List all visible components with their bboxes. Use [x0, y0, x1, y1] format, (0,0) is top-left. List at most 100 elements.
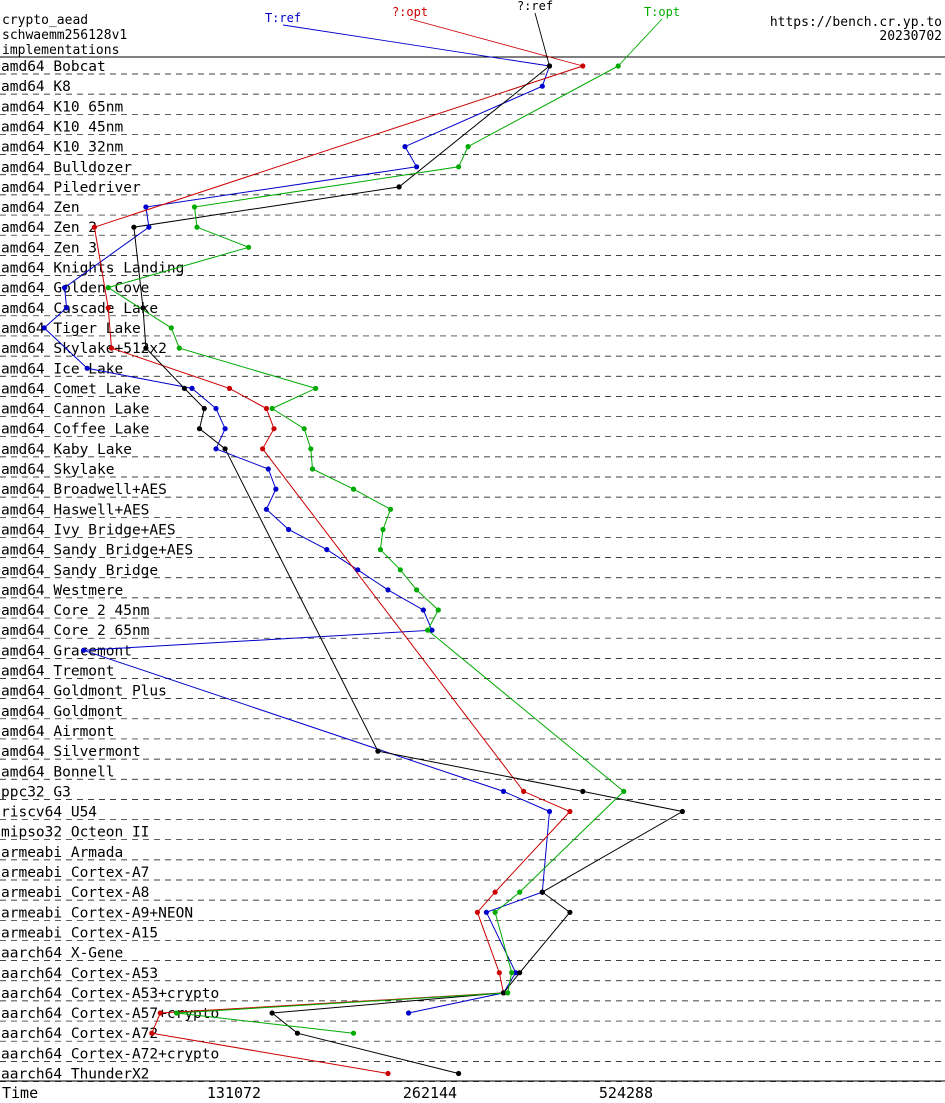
data-point [567, 909, 573, 915]
data-point [196, 426, 203, 432]
data-point [387, 506, 394, 512]
data-point [108, 345, 115, 351]
row-label: amd64 Core 2 65nm [1, 623, 150, 639]
data-point [425, 627, 431, 633]
row-label: armeabi Armada [1, 845, 123, 861]
row-label: mipso32 Octeon II [1, 825, 149, 841]
data-point [521, 788, 527, 795]
data-point [62, 285, 68, 291]
row-label: aarch64 Cortex-A53 [1, 966, 158, 982]
data-point [143, 204, 149, 210]
data-point [420, 607, 426, 613]
legend-entry: ?:ref [517, 0, 553, 13]
legend-entry: ?:opt [392, 5, 428, 19]
data-point [263, 405, 269, 412]
data-point [539, 83, 545, 89]
data-point [539, 889, 545, 895]
data-point [429, 627, 435, 633]
legend-leader [409, 18, 583, 67]
x-tick-label: 131072 [207, 1084, 261, 1102]
row-label: armeabi Cortex-A8 [1, 885, 149, 901]
data-point [181, 385, 187, 391]
data-point [41, 325, 47, 331]
x-axis: Time 131072 262144 524288 [2, 1084, 653, 1102]
data-point [269, 405, 275, 412]
row-label: amd64 Ice Lake [1, 361, 123, 377]
data-point [355, 567, 361, 573]
data-point [246, 244, 252, 250]
row-label: amd64 Ivy Bridge+AES [1, 522, 176, 538]
row-label: amd64 Goldmont [1, 704, 123, 720]
data-point [456, 1070, 462, 1077]
row-label: amd64 Piledriver [1, 180, 141, 196]
row-label: amd64 Cannon Lake [1, 402, 149, 418]
data-point [81, 647, 87, 653]
data-point [84, 365, 90, 371]
data-point [149, 1030, 155, 1036]
data-point [435, 607, 441, 613]
row-label: amd64 Bobcat [1, 59, 106, 75]
row-label: armeabi Cortex-A15 [1, 925, 158, 941]
data-point [615, 63, 621, 69]
row-label: amd64 Silvermont [1, 744, 141, 760]
data-point [500, 788, 507, 795]
header-site: https://bench.cr.yp.to [770, 15, 942, 30]
data-point [517, 970, 523, 976]
row-label: amd64 Comet Lake [1, 381, 141, 397]
row-label: amd64 Gracemont [1, 643, 132, 659]
data-point [350, 486, 357, 492]
row-label: amd64 K10 65nm [1, 99, 123, 115]
data-point [546, 63, 553, 69]
row-label: amd64 Sandy Bridge+AES [1, 543, 193, 559]
data-point [189, 385, 195, 391]
data-point [679, 808, 686, 815]
row-label: amd64 Airmont [1, 724, 115, 740]
legend-leader [282, 24, 550, 67]
data-point [174, 1010, 180, 1016]
row-label: amd64 Zen [1, 200, 80, 216]
data-point [402, 144, 408, 150]
row-label: aarch64 Cortex-A53+crypto [1, 986, 219, 1002]
x-axis-label: Time [2, 1084, 38, 1102]
row-label: amd64 Skylake [1, 462, 115, 478]
data-point [105, 285, 111, 291]
data-point [377, 547, 383, 553]
data-point [396, 184, 402, 190]
row-label: aarch64 Cortex-A57+crypto [1, 1006, 219, 1022]
data-point [140, 305, 146, 311]
data-point [263, 506, 269, 512]
data-point [213, 446, 219, 452]
data-point [309, 466, 316, 472]
legend-leader [617, 18, 663, 67]
header-implementations: implementations [2, 43, 119, 58]
data-point [456, 164, 462, 170]
legend-leader [534, 12, 550, 67]
data-point [580, 63, 586, 69]
data-point [226, 385, 233, 391]
data-point [509, 970, 515, 976]
data-point [64, 305, 70, 311]
row-label: amd64 Tremont [1, 664, 115, 680]
row-label: amd64 K10 32nm [1, 140, 123, 156]
data-point [201, 405, 207, 412]
row-labels: amd64 Bobcat amd64 K8 amd64 K10 65nm amd64 … [1, 59, 219, 1083]
row-label: amd64 Bulldozer [1, 160, 132, 176]
data-point [176, 345, 182, 351]
row-label: armeabi Cortex-A7 [1, 865, 149, 881]
data-point [385, 587, 391, 593]
header-primitive: schwaemm256128v1 [2, 28, 127, 43]
data-point [496, 970, 502, 976]
row-label: amd64 Goldmont Plus [1, 684, 167, 700]
data-point [380, 526, 386, 533]
data-point [313, 385, 319, 391]
row-label: armeabi Cortex-A9+NEON [1, 905, 193, 921]
data-point [580, 788, 586, 795]
data-point [271, 426, 277, 432]
row-label: amd64 Zen 2 [1, 220, 97, 236]
data-point [294, 1030, 300, 1036]
row-label: amd64 Kaby Lake [1, 442, 132, 458]
data-point [505, 990, 511, 996]
row-label: amd64 Haswell+AES [1, 502, 149, 518]
